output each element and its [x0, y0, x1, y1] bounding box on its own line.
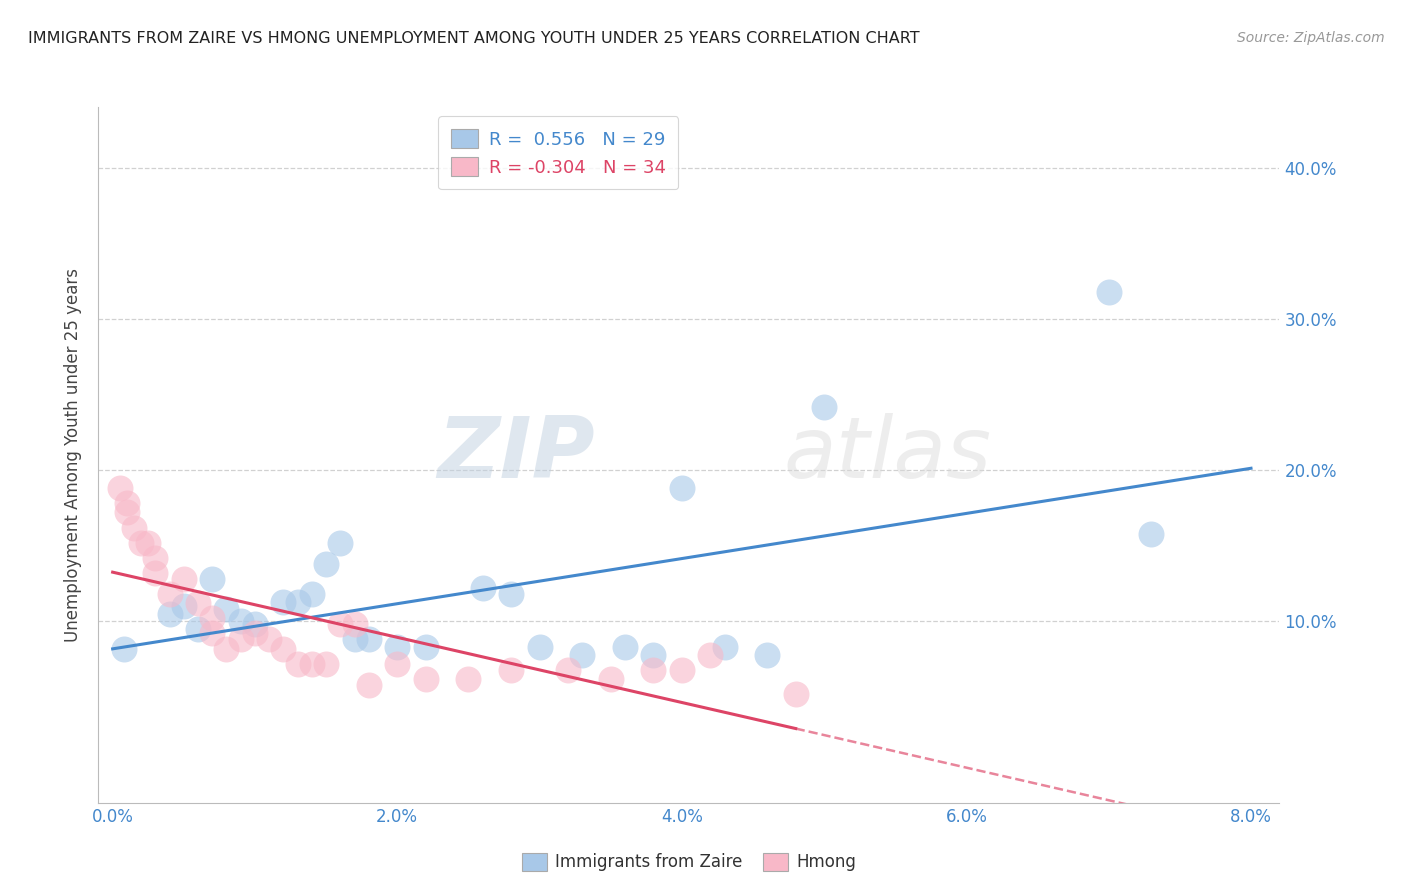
Point	[387, 657, 409, 671]
Point	[115, 496, 138, 510]
Point	[529, 640, 551, 654]
Point	[471, 581, 494, 595]
Text: IMMIGRANTS FROM ZAIRE VS HMONG UNEMPLOYMENT AMONG YOUTH UNDER 25 YEARS CORRELATI: IMMIGRANTS FROM ZAIRE VS HMONG UNEMPLOYM…	[28, 31, 920, 46]
Point	[315, 657, 337, 671]
Point	[671, 663, 693, 677]
Point	[415, 640, 437, 654]
Point	[257, 632, 280, 647]
Point	[187, 596, 209, 610]
Point	[122, 520, 145, 534]
Point	[415, 672, 437, 686]
Point	[387, 640, 409, 654]
Point	[756, 648, 779, 662]
Y-axis label: Unemployment Among Youth under 25 years: Unemployment Among Youth under 25 years	[65, 268, 83, 642]
Point	[357, 632, 380, 647]
Point	[115, 505, 138, 519]
Point	[201, 626, 224, 640]
Point	[136, 535, 159, 549]
Point	[159, 607, 181, 621]
Point	[643, 663, 665, 677]
Point	[713, 640, 735, 654]
Point	[273, 594, 295, 608]
Text: atlas: atlas	[783, 413, 991, 497]
Point	[173, 572, 195, 586]
Point	[813, 400, 835, 414]
Point	[571, 648, 593, 662]
Point	[108, 481, 131, 495]
Point	[301, 587, 323, 601]
Point	[499, 587, 522, 601]
Point	[599, 672, 621, 686]
Legend: Immigrants from Zaire, Hmong: Immigrants from Zaire, Hmong	[516, 846, 862, 878]
Point	[159, 587, 181, 601]
Point	[343, 617, 366, 632]
Point	[187, 622, 209, 636]
Point	[273, 641, 295, 656]
Point	[499, 663, 522, 677]
Point	[329, 617, 352, 632]
Point	[699, 648, 721, 662]
Point	[287, 594, 309, 608]
Point	[301, 657, 323, 671]
Point	[215, 641, 238, 656]
Point	[613, 640, 636, 654]
Point	[229, 632, 252, 647]
Point	[201, 572, 224, 586]
Point	[557, 663, 579, 677]
Point	[143, 550, 166, 565]
Text: ZIP: ZIP	[437, 413, 595, 497]
Point	[1098, 285, 1121, 299]
Point	[112, 641, 135, 656]
Point	[785, 687, 807, 701]
Point	[201, 611, 224, 625]
Point	[243, 617, 266, 632]
Point	[287, 657, 309, 671]
Point	[129, 535, 152, 549]
Point	[671, 481, 693, 495]
Point	[215, 602, 238, 616]
Text: Source: ZipAtlas.com: Source: ZipAtlas.com	[1237, 31, 1385, 45]
Point	[643, 648, 665, 662]
Point	[143, 566, 166, 580]
Point	[1140, 526, 1163, 541]
Point	[173, 599, 195, 614]
Point	[243, 626, 266, 640]
Point	[357, 678, 380, 692]
Point	[229, 615, 252, 629]
Point	[329, 535, 352, 549]
Point	[343, 632, 366, 647]
Point	[315, 557, 337, 571]
Point	[457, 672, 479, 686]
